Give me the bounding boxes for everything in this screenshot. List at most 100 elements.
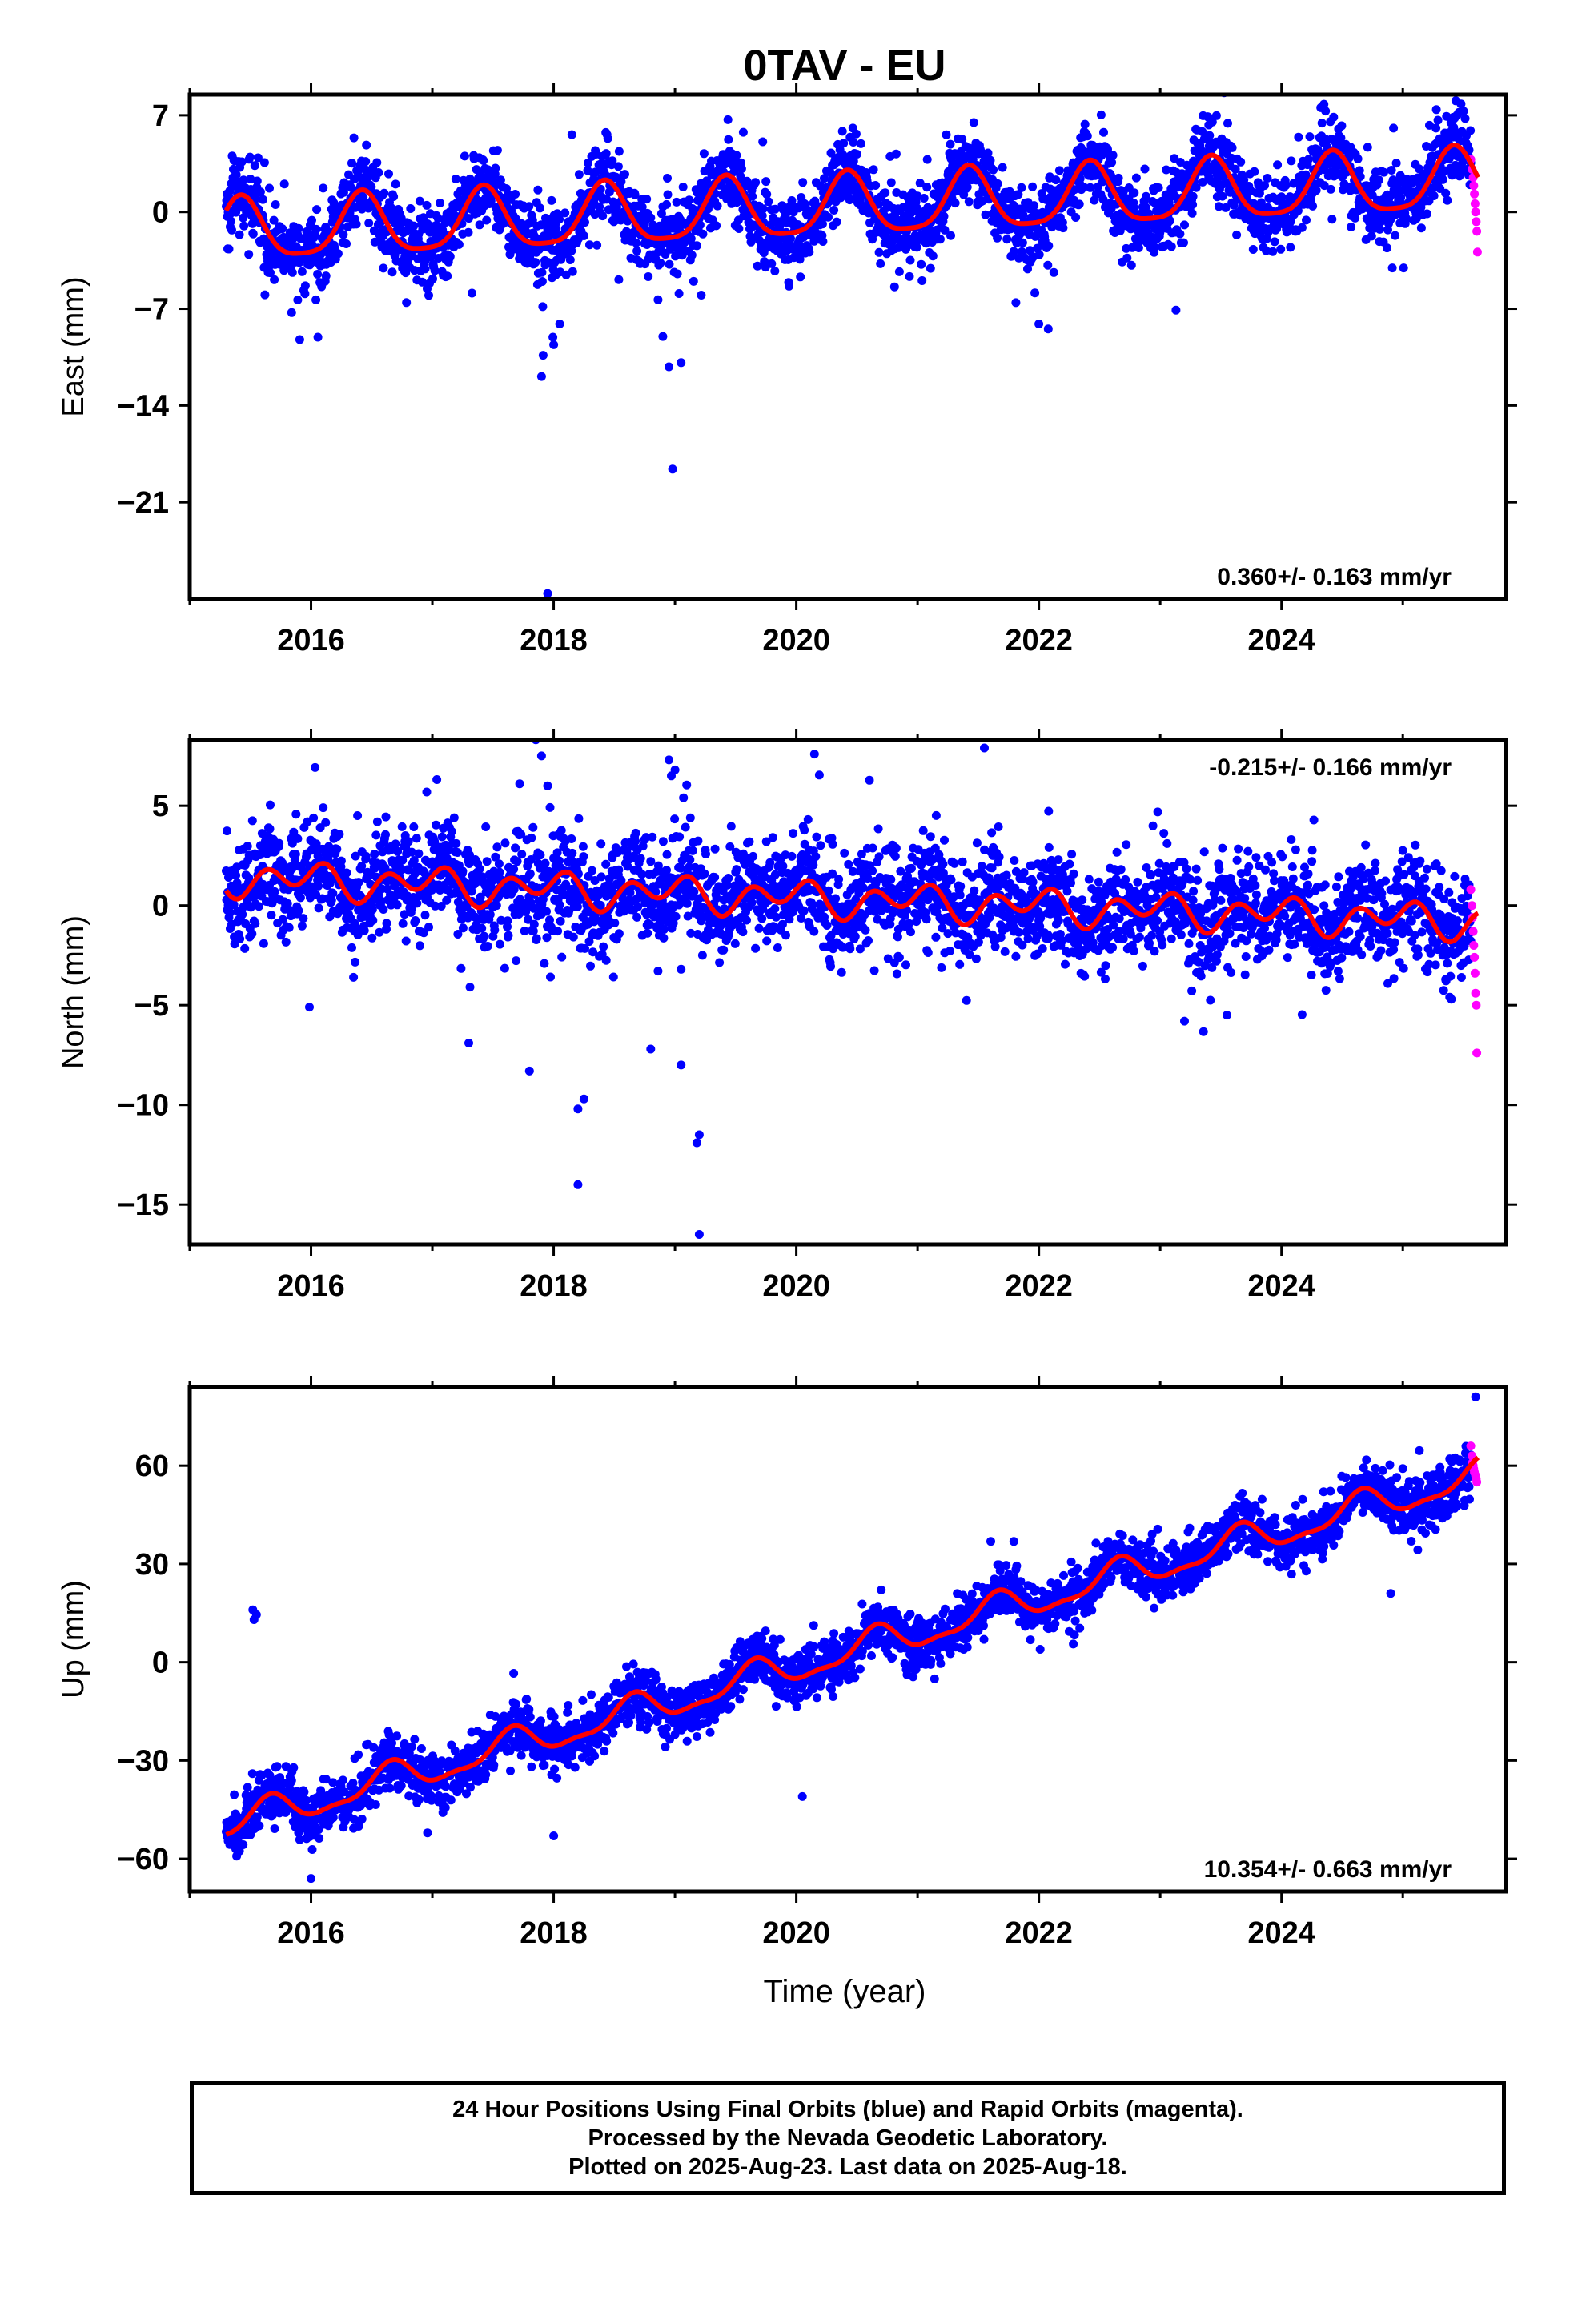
final-point (524, 915, 533, 924)
final-point (1043, 324, 1053, 334)
final-point (993, 233, 1002, 243)
final-point (415, 196, 424, 206)
final-point (243, 842, 252, 851)
final-point (424, 923, 433, 932)
final-point (1460, 114, 1470, 123)
final-point (662, 850, 672, 859)
final-point (1456, 99, 1466, 109)
final-point (713, 201, 722, 211)
final-point (686, 928, 696, 938)
final-point (922, 183, 932, 192)
final-point (391, 179, 400, 189)
final-point (754, 923, 764, 933)
final-point (500, 963, 509, 973)
final-point (669, 919, 678, 928)
final-point (1205, 131, 1215, 140)
final-point (671, 251, 681, 261)
final-point (950, 199, 960, 208)
final-point (244, 250, 254, 259)
final-point (468, 288, 476, 298)
final-point (252, 176, 262, 186)
final-point (1459, 107, 1468, 116)
final-point (279, 179, 289, 189)
final-point (546, 230, 555, 239)
final-point (746, 237, 756, 247)
final-point (223, 826, 231, 836)
final-point (935, 235, 945, 244)
final-point (861, 925, 870, 935)
final-point (633, 903, 643, 912)
final-point (762, 936, 772, 946)
final-point (986, 155, 995, 165)
final-point (799, 906, 809, 915)
final-point (568, 848, 577, 858)
final-point (892, 969, 901, 979)
final-point (488, 873, 498, 883)
final-point (876, 259, 885, 268)
final-point (321, 818, 331, 827)
final-point (398, 919, 408, 928)
final-point (596, 839, 606, 849)
final-point (677, 964, 686, 974)
final-point (246, 175, 255, 183)
rapid-point (1470, 199, 1480, 208)
final-point (710, 844, 720, 854)
final-point (445, 251, 455, 261)
final-point (516, 830, 526, 839)
final-point (732, 151, 741, 160)
final-point (915, 179, 925, 188)
final-point (1319, 181, 1329, 191)
final-point (381, 812, 391, 822)
final-point (682, 780, 692, 790)
final-point (869, 966, 879, 975)
final-point (576, 895, 585, 904)
final-point (869, 165, 878, 175)
final-point (629, 227, 639, 237)
final-point (715, 958, 725, 967)
final-point (662, 866, 671, 875)
final-point (1114, 173, 1123, 183)
final-point (767, 259, 777, 268)
east-frame (187, 92, 1508, 601)
final-point (371, 830, 381, 840)
final-point (398, 855, 408, 865)
final-point (332, 844, 342, 854)
final-point (962, 183, 972, 192)
final-point (922, 155, 932, 164)
final-point (1204, 120, 1214, 130)
final-point (538, 302, 548, 312)
final-point (339, 230, 348, 239)
final-point (503, 916, 512, 926)
final-point (989, 165, 998, 175)
final-point (817, 219, 827, 229)
final-point (928, 251, 938, 261)
final-point (537, 267, 547, 277)
final-point (536, 372, 546, 381)
final-point (311, 224, 321, 234)
final-point (1263, 174, 1272, 183)
final-point (414, 849, 424, 858)
final-point (603, 134, 612, 143)
final-point (311, 762, 320, 772)
final-point (415, 941, 424, 951)
final-point (537, 277, 547, 286)
final-point (349, 133, 359, 143)
final-point (1103, 145, 1112, 154)
final-point (540, 858, 550, 868)
final-point (608, 972, 618, 982)
final-point (329, 198, 339, 207)
east-x-tick-label: 2020 (762, 624, 830, 657)
final-point (1363, 143, 1372, 152)
north-y-axis-label: North (mm) (57, 915, 90, 1069)
final-point (596, 184, 605, 194)
final-point (748, 191, 757, 201)
final-point (585, 240, 594, 250)
final-point (614, 147, 624, 156)
final-point (305, 1003, 314, 1012)
final-point (653, 967, 663, 976)
final-point (931, 810, 941, 820)
final-point (689, 276, 698, 286)
final-point (556, 826, 566, 835)
final-point (578, 842, 588, 851)
final-point (313, 332, 323, 342)
